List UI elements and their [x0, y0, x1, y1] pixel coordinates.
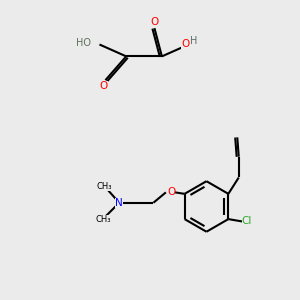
Text: CH₃: CH₃	[97, 182, 112, 191]
Text: H: H	[190, 36, 197, 46]
Text: N: N	[115, 198, 123, 208]
Text: O: O	[100, 80, 108, 91]
Text: HO: HO	[76, 38, 91, 48]
Text: Cl: Cl	[242, 217, 252, 226]
Text: O: O	[181, 39, 189, 49]
Text: CH₃: CH₃	[95, 214, 111, 224]
Text: O: O	[150, 17, 159, 27]
Text: O: O	[167, 188, 175, 197]
